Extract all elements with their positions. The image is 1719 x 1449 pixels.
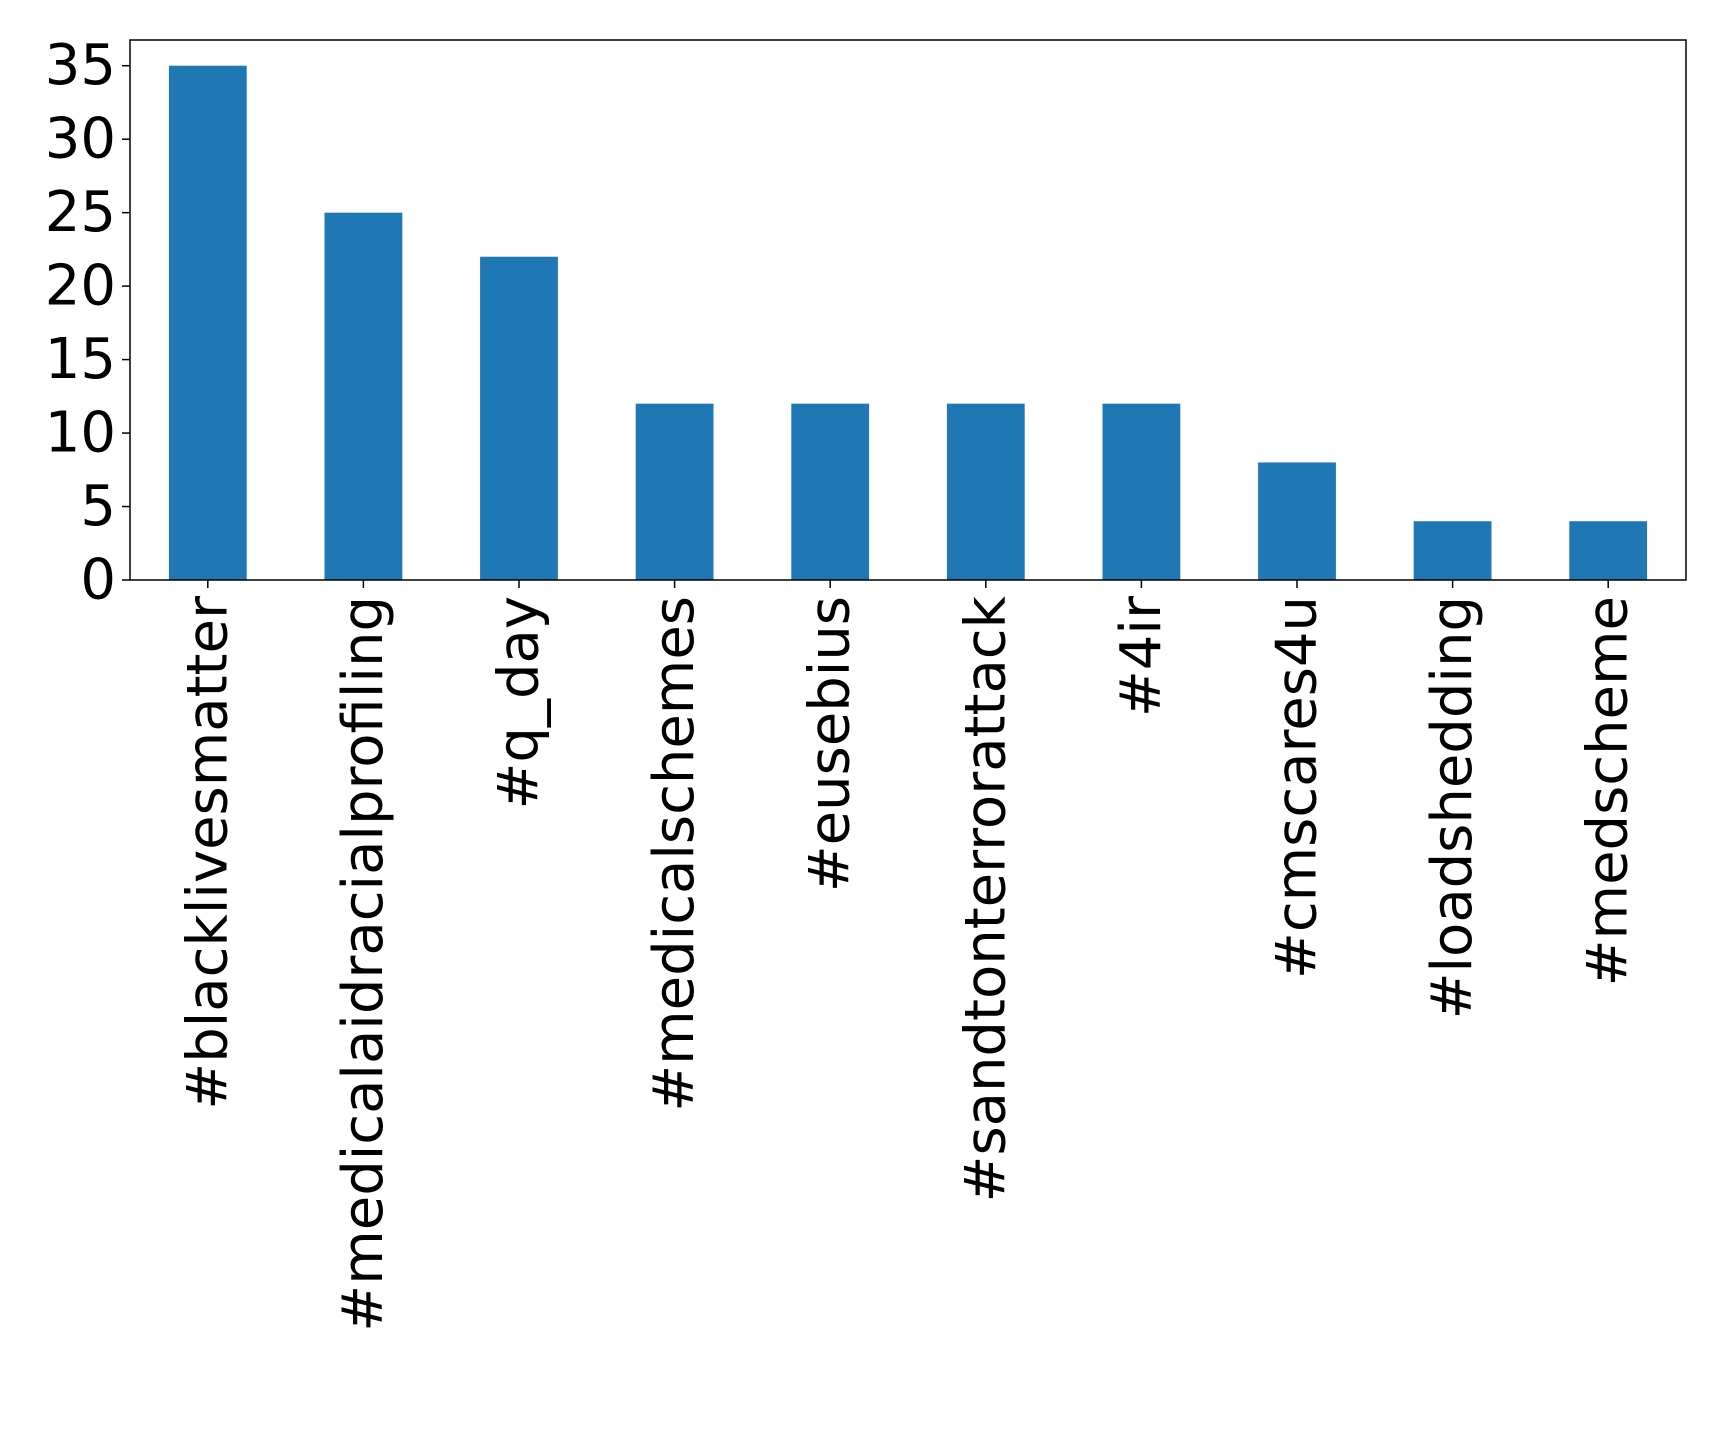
bar xyxy=(480,256,558,580)
x-tick-label: #q_day xyxy=(487,596,552,809)
x-tick-label: #medicalaidracialprofiling xyxy=(331,596,396,1332)
x-tick-label: #eusebius xyxy=(798,596,863,892)
bars-layer xyxy=(168,65,1648,580)
x-tick-label: #sandtonterrorattack xyxy=(953,595,1018,1202)
y-tick-label: 15 xyxy=(45,327,116,392)
bar xyxy=(1569,521,1648,580)
x-tick-label: #medscheme xyxy=(1576,596,1641,986)
y-tick-label: 5 xyxy=(80,474,116,539)
y-axis: 0 5 10 15 20 25 30 35 xyxy=(45,33,130,613)
x-tick-label: #medicalschemes xyxy=(642,596,707,1112)
x-tick-label: #blacklivesmatter xyxy=(175,595,240,1110)
bar xyxy=(946,403,1025,580)
x-axis: #blacklivesmatter #medicalaidracialprofil… xyxy=(175,580,1641,1332)
x-tick-label: #loadshedding xyxy=(1420,596,1485,1019)
x-tick-label: #4ir xyxy=(1109,595,1174,717)
x-tick-label: #cmscares4u xyxy=(1265,596,1330,979)
bar xyxy=(791,403,870,580)
bar xyxy=(1413,521,1492,580)
y-tick-label: 35 xyxy=(45,33,116,98)
y-tick-label: 0 xyxy=(80,548,116,613)
bar xyxy=(635,403,714,580)
y-tick-label: 25 xyxy=(45,180,116,245)
y-tick-label: 20 xyxy=(45,254,116,319)
y-tick-label: 30 xyxy=(45,107,116,172)
bar xyxy=(1102,403,1181,580)
bar xyxy=(324,212,403,580)
bar xyxy=(168,65,247,580)
bar xyxy=(1258,462,1336,580)
plot-frame xyxy=(129,39,1687,581)
y-tick-label: 10 xyxy=(45,401,116,466)
